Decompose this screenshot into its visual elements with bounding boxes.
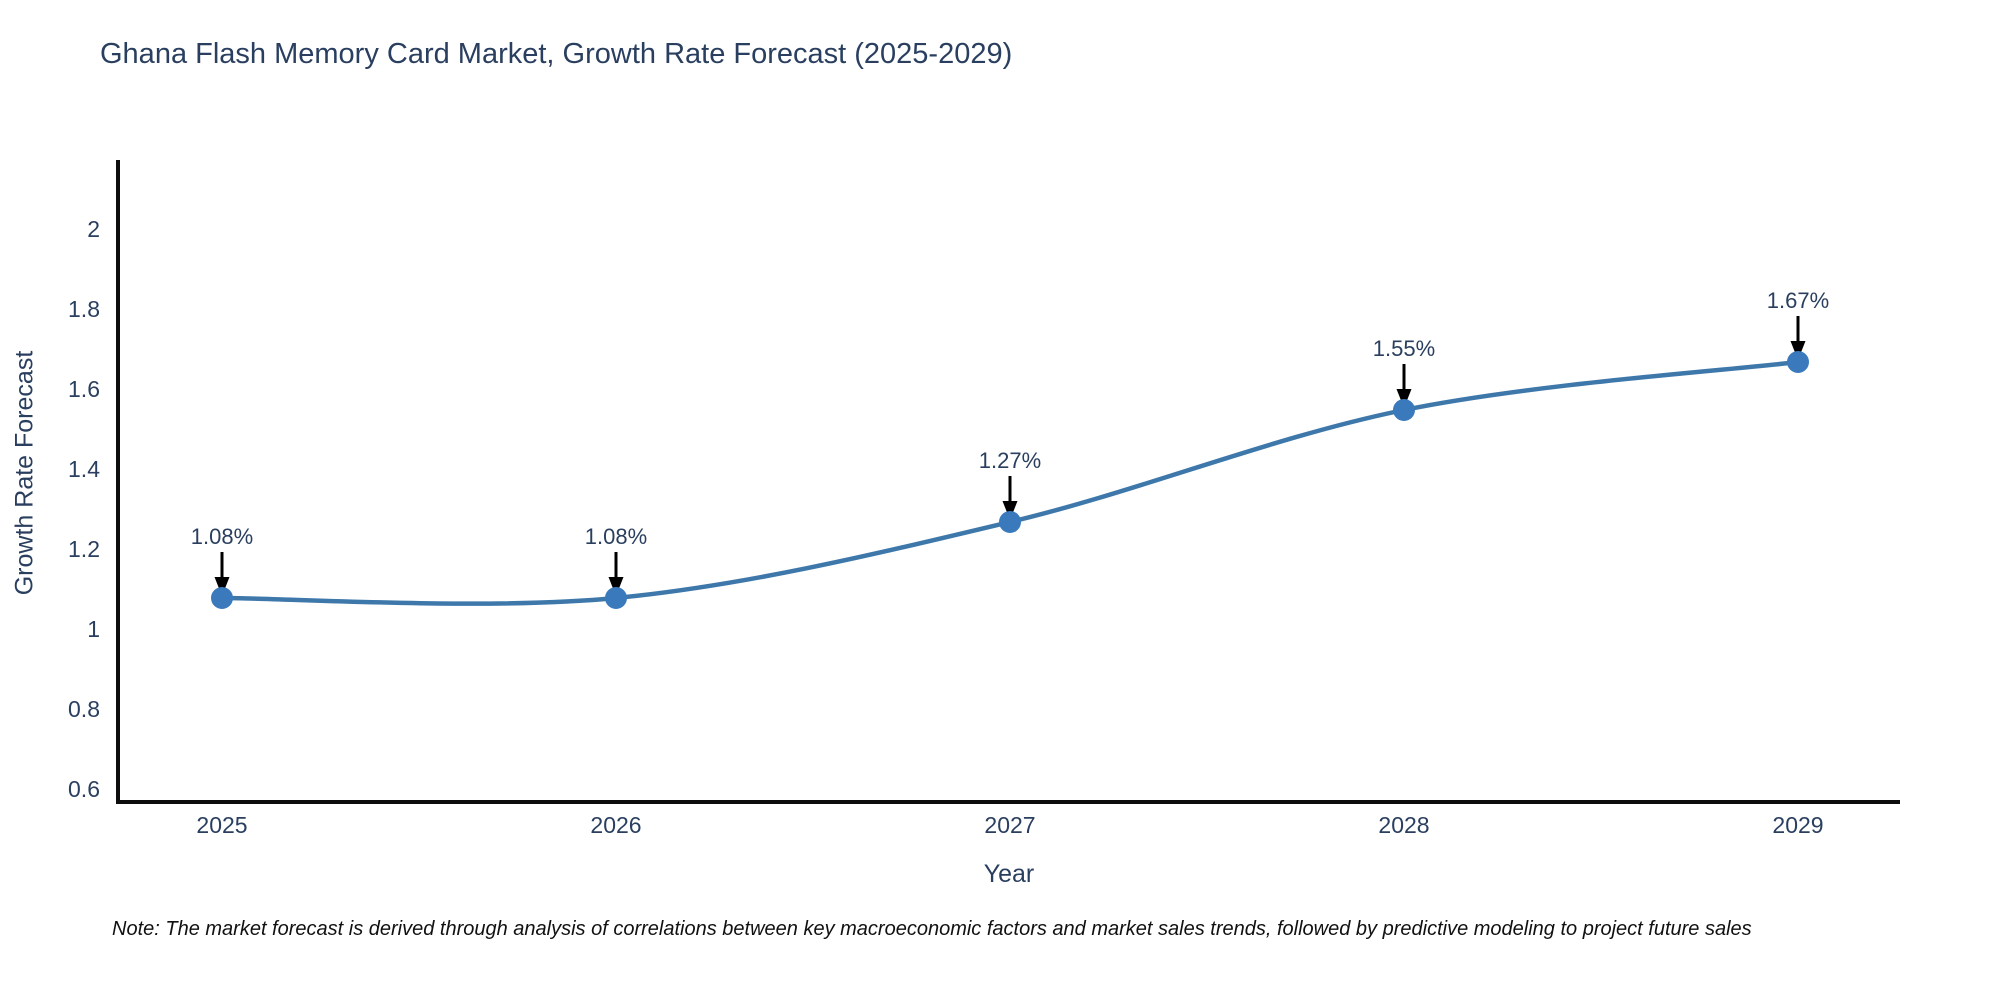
data-point-marker[interactable]: [999, 511, 1021, 533]
point-value-label: 1.08%: [584, 524, 648, 549]
point-value-label: 1.55%: [1372, 336, 1436, 361]
data-point-marker[interactable]: [1393, 399, 1415, 421]
x-axis-title: Year: [983, 860, 1035, 888]
point-value-label: 1.67%: [1766, 288, 1830, 313]
y-tick-label: 1.6: [68, 376, 100, 402]
y-tick-label: 0.6: [68, 776, 100, 802]
y-tick-label: 1.8: [68, 296, 100, 322]
annotation-arrowhead: [1790, 341, 1806, 360]
y-tick-label: 1.2: [68, 536, 100, 562]
x-tick-label: 2025: [196, 812, 248, 838]
annotation-arrowhead: [1002, 501, 1018, 520]
x-tick-label: 2026: [590, 812, 642, 838]
annotation-arrowhead: [608, 577, 624, 596]
data-point-marker[interactable]: [605, 587, 627, 609]
y-tick-label: 2: [87, 216, 100, 242]
chart-title: Ghana Flash Memory Card Market, Growth R…: [100, 38, 1013, 70]
x-tick-label: 2029: [1772, 812, 1824, 838]
point-value-label: 1.08%: [190, 524, 254, 549]
data-point-marker[interactable]: [1787, 351, 1809, 373]
annotation-arrowhead: [214, 577, 230, 596]
footnote: Note: The market forecast is derived thr…: [112, 918, 1752, 940]
data-point-marker[interactable]: [211, 587, 233, 609]
y-tick-label: 0.8: [68, 696, 100, 722]
point-value-label: 1.27%: [978, 448, 1042, 473]
annotation-arrowhead: [1396, 389, 1412, 408]
x-tick-label: 2028: [1378, 812, 1430, 838]
y-tick-label: 1.4: [68, 456, 100, 482]
x-tick-label: 2027: [984, 812, 1036, 838]
y-tick-label: 1: [87, 616, 100, 642]
